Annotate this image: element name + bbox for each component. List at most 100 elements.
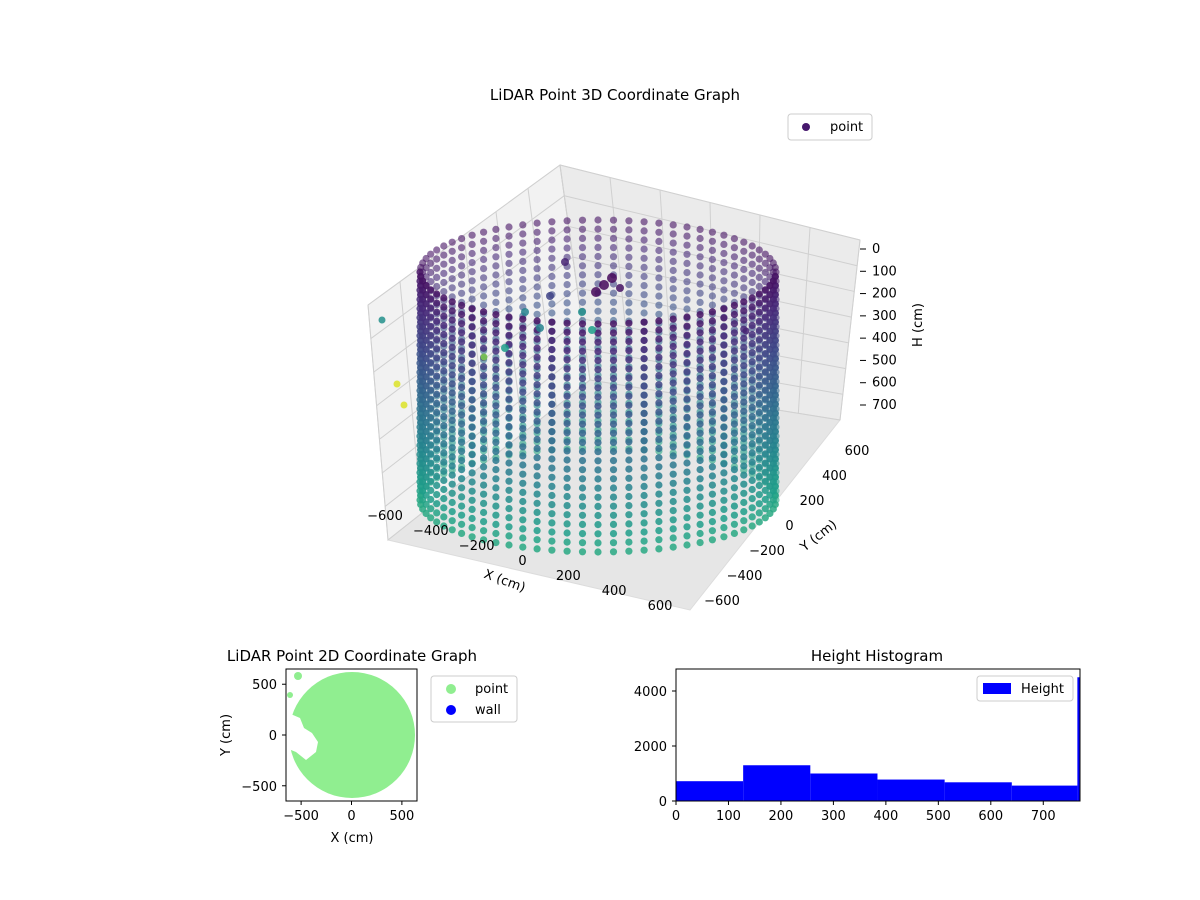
- y-tick-label-histogram: 2000: [634, 740, 667, 755]
- data-point-3d: [748, 340, 756, 348]
- data-point-3d: [480, 353, 488, 361]
- data-point-3d: [458, 520, 466, 528]
- data-point-3d: [563, 290, 571, 298]
- data-point-3d: [640, 218, 648, 226]
- data-point-3d: [748, 251, 756, 259]
- data-point-3d: [594, 548, 602, 556]
- data-point-3d: [548, 282, 556, 290]
- data-point-3d: [748, 358, 756, 366]
- data-point-3d: [696, 329, 704, 337]
- data-point-3d: [492, 244, 500, 252]
- data-point-3d: [755, 381, 763, 389]
- data-point-3d: [519, 516, 527, 524]
- data-point-3d: [563, 529, 571, 537]
- data-point-3d: [433, 399, 441, 407]
- data-point-3d: [625, 447, 633, 455]
- data-point-3d: [748, 303, 756, 311]
- data-point-3d: [548, 491, 556, 500]
- data-point-3d: [480, 228, 488, 236]
- data-point-3d: [730, 456, 739, 465]
- data-point-3d: [625, 392, 633, 400]
- legend-histogram: Height: [976, 675, 1074, 702]
- data-point-3d: [440, 504, 448, 512]
- data-point-3d: [480, 490, 488, 498]
- y-tick-label-3d: 200: [800, 494, 825, 509]
- data-point-3d: [761, 368, 769, 376]
- data-point-3d: [492, 356, 500, 364]
- data-point-3d: [563, 438, 571, 446]
- data-point-3d: [458, 383, 466, 392]
- data-point-3d: [594, 234, 602, 242]
- data-point-3d: [625, 547, 633, 555]
- data-point-3d: [458, 320, 466, 328]
- data-point-3d: [655, 381, 663, 389]
- data-point-3d: [468, 387, 476, 395]
- data-point-3d: [655, 444, 663, 453]
- data-point-3d: [755, 372, 763, 380]
- legend-2d-wall-label: wall: [475, 703, 501, 718]
- data-point-3d: [683, 368, 691, 376]
- data-point-3d: [578, 502, 587, 510]
- data-point-3d: [578, 253, 587, 261]
- data-point-3d: [766, 455, 774, 463]
- data-point-3d: [548, 409, 556, 417]
- data-point-3d: [655, 326, 663, 334]
- data-point-3d: [468, 314, 476, 322]
- data-point-3d: [683, 250, 691, 258]
- data-point-3d: [730, 529, 739, 538]
- data-point-3d: [422, 391, 430, 399]
- data-point-3d: [594, 243, 602, 251]
- data-point-3d: [427, 404, 435, 412]
- data-point-3d: [720, 432, 728, 440]
- data-point-3d: [730, 280, 739, 288]
- data-point-3d: [427, 368, 435, 376]
- data-point-3d: [683, 313, 691, 321]
- data-point-3d: [683, 386, 691, 394]
- data-point-3d: [492, 438, 500, 446]
- data-point-3d: [696, 244, 704, 252]
- data-point-3d: [578, 244, 587, 252]
- data-point-3d: [427, 459, 435, 467]
- data-point-3d: [683, 486, 691, 494]
- data-point-3d: [640, 263, 648, 271]
- data-point-3d: [578, 548, 587, 556]
- data-point-3d: [669, 230, 677, 238]
- data-point-3d: [655, 399, 663, 407]
- data-point-3d: [755, 299, 763, 307]
- data-point-3d: [533, 372, 541, 380]
- data-point-3d: [440, 376, 448, 384]
- histogram-bar: [1011, 785, 1078, 801]
- data-point-3d: [740, 489, 748, 497]
- data-point-3d: [519, 452, 527, 460]
- y-tick-label-2d: −500: [241, 780, 277, 795]
- data-point-3d: [440, 242, 448, 250]
- data-point-3d: [625, 374, 633, 382]
- data-point-3d: [625, 337, 633, 346]
- data-point-3d: [609, 457, 618, 465]
- data-point-3d: [448, 462, 456, 470]
- data-point-3d: [730, 289, 739, 297]
- data-point-3d: [563, 365, 571, 373]
- data-point-3d: [393, 380, 401, 388]
- data-point-3d: [683, 305, 691, 313]
- y-tick-label-3d: 400: [822, 469, 847, 484]
- data-point-3d: [696, 502, 704, 510]
- data-point-3d: [720, 249, 728, 258]
- data-point-3d: [468, 396, 476, 404]
- data-point-3d: [594, 329, 602, 337]
- data-point-3d: [492, 271, 500, 279]
- data-point-3d: [655, 335, 663, 343]
- data-point-3d: [427, 295, 435, 303]
- data-point-3d: [708, 292, 717, 300]
- data-point-3d: [683, 241, 691, 249]
- data-point-3d: [533, 426, 541, 434]
- data-point-3d: [740, 471, 748, 479]
- histogram-title: Height Histogram: [811, 647, 943, 665]
- data-point-3d: [578, 356, 587, 364]
- data-point-3d: [505, 223, 513, 231]
- data-point-3d: [480, 335, 488, 343]
- grid-line: [367, 304, 389, 541]
- data-point-3d: [594, 493, 602, 501]
- data-point-3d: [609, 262, 618, 270]
- data-point-3d: [696, 438, 704, 446]
